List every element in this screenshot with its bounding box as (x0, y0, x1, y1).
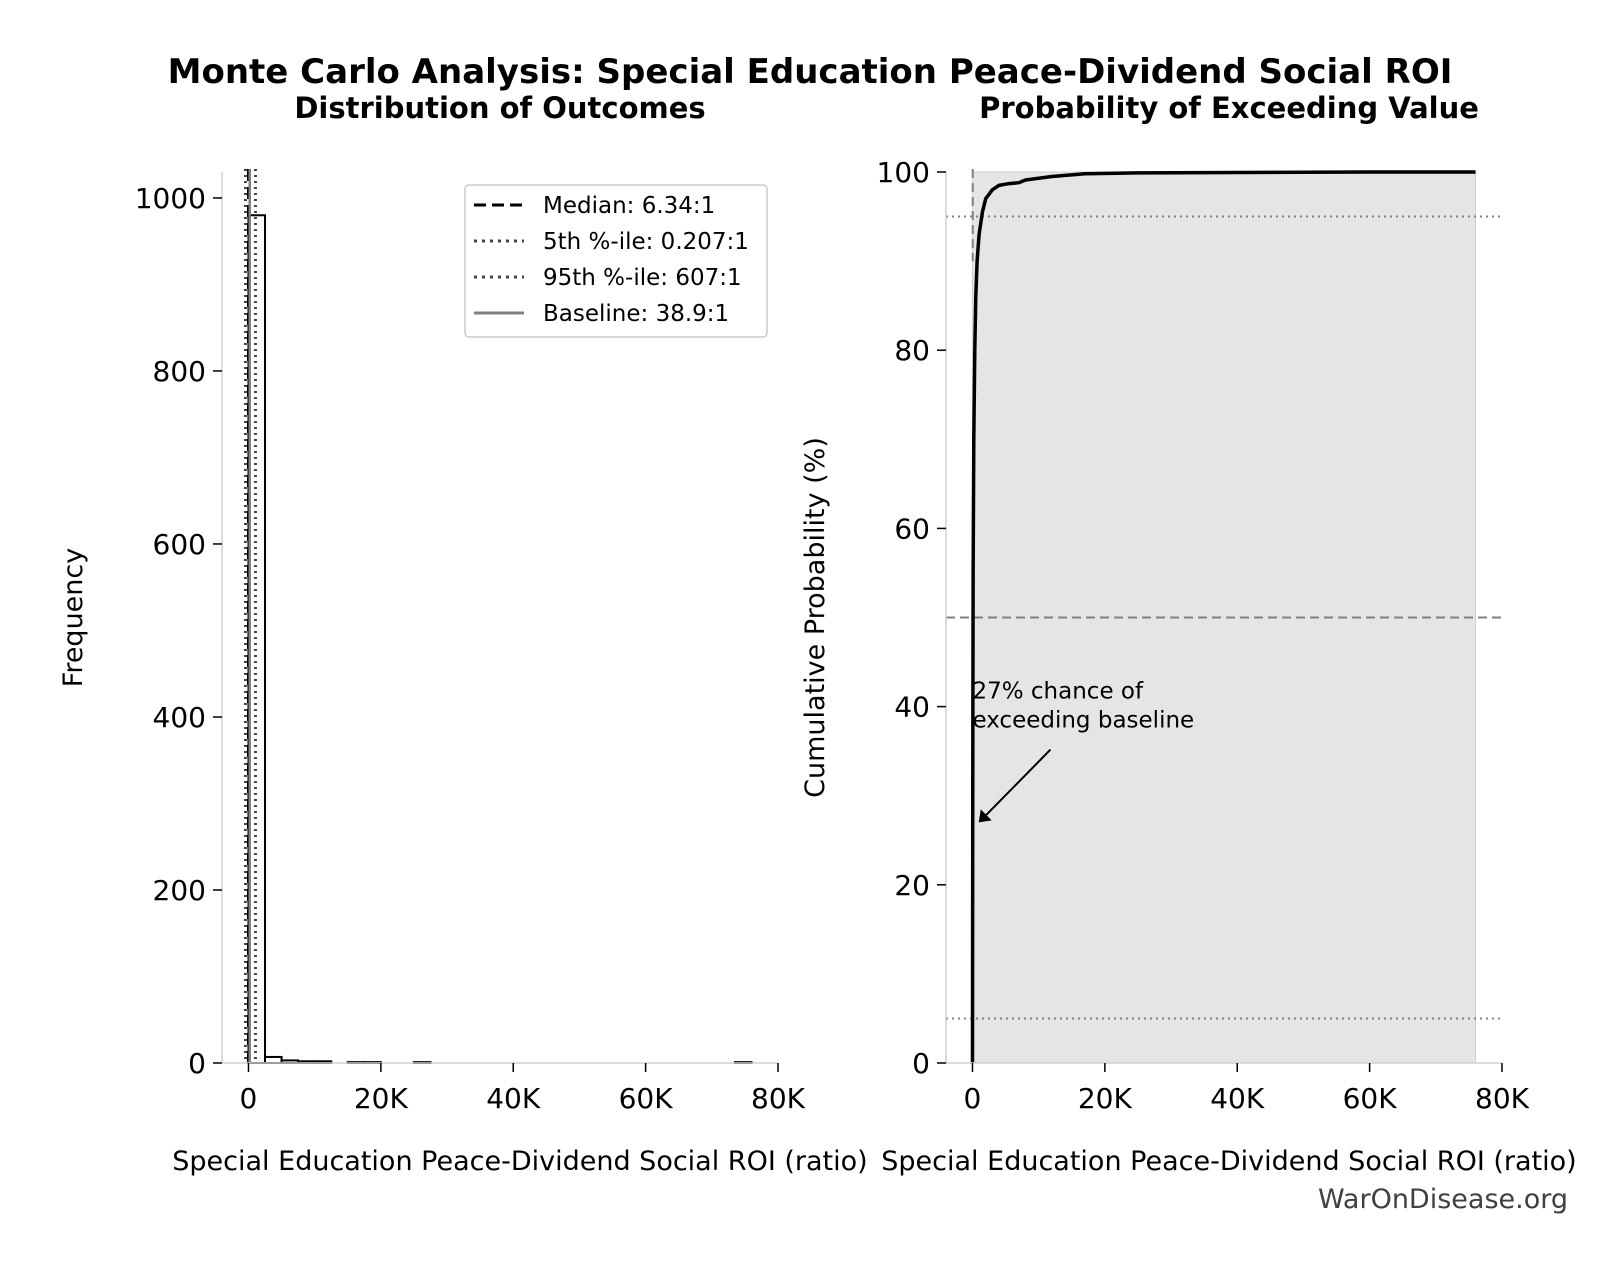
x-tick-label: 60K (619, 1082, 674, 1115)
x-tick-label: 40K (486, 1082, 541, 1115)
y-axis-label: Cumulative Probability (%) (800, 437, 831, 798)
annotation-line-1: 27% chance of (972, 679, 1144, 705)
y-tick-label: 20 (894, 869, 930, 902)
x-tick-label: 20K (354, 1082, 409, 1115)
annotation-arrowhead (978, 809, 992, 823)
area-fill (971, 171, 1477, 1064)
y-axis-label: Frequency (58, 548, 89, 688)
legend-label: Median: 6.34:1 (543, 193, 715, 219)
x-tick-label: 0 (240, 1082, 258, 1115)
y-tick-label: 80 (894, 334, 930, 367)
legend-label: 95th %-ile: 607:1 (543, 265, 742, 291)
x-tick-label: 20K (1078, 1082, 1133, 1115)
cumulative-line (970, 170, 1476, 1064)
y-tick-label: 1000 (135, 182, 206, 215)
x-tick-label: 80K (1475, 1082, 1530, 1115)
figure-title: Monte Carlo Analysis: Special Education … (168, 52, 1453, 92)
x-tick-label: 80K (751, 1082, 806, 1115)
histogram-panel: Distribution of Outcomes 0 20K 40K 60K 80K 0 20… (58, 91, 868, 1177)
legend-label: 5th %-ile: 0.207:1 (543, 229, 749, 255)
histogram-title: Distribution of Outcomes (294, 91, 705, 125)
x-tick-label: 0 (964, 1082, 982, 1115)
x-axis-label: Special Education Peace-Dividend Social … (881, 1146, 1576, 1177)
y-tick-label: 800 (153, 355, 206, 388)
legend-label: Baseline: 38.9:1 (543, 301, 729, 327)
y-tick-label: 0 (912, 1047, 930, 1080)
y-tick-label: 200 (153, 874, 206, 907)
cumulative-title: Probability of Exceeding Value (979, 91, 1479, 125)
y-tick-label: 400 (153, 701, 206, 734)
y-tick-label: 100 (877, 156, 930, 189)
cumulative-panel: Probability of Exceeding Value 0 20K 40K 60K… (800, 91, 1577, 1177)
y-tick-label: 0 (188, 1047, 206, 1080)
x-axis-label: Special Education Peace-Dividend Social … (172, 1146, 867, 1177)
annotation-line-2: exceeding baseline (972, 708, 1194, 734)
y-tick-label: 600 (153, 528, 206, 561)
legend-frame (464, 184, 768, 338)
y-tick-label: 60 (894, 512, 930, 545)
x-tick-label: 40K (1210, 1082, 1265, 1115)
legend: Median: 6.34:1 5th %-ile: 0.207:1 95th %-i… (464, 184, 768, 338)
histogram-bar (264, 1055, 283, 1065)
y-tick-label: 40 (894, 691, 930, 724)
annotation-arrow (984, 748, 1052, 818)
x-tick-label: 60K (1343, 1082, 1398, 1115)
watermark: WarOnDisease.org (1318, 1184, 1568, 1215)
